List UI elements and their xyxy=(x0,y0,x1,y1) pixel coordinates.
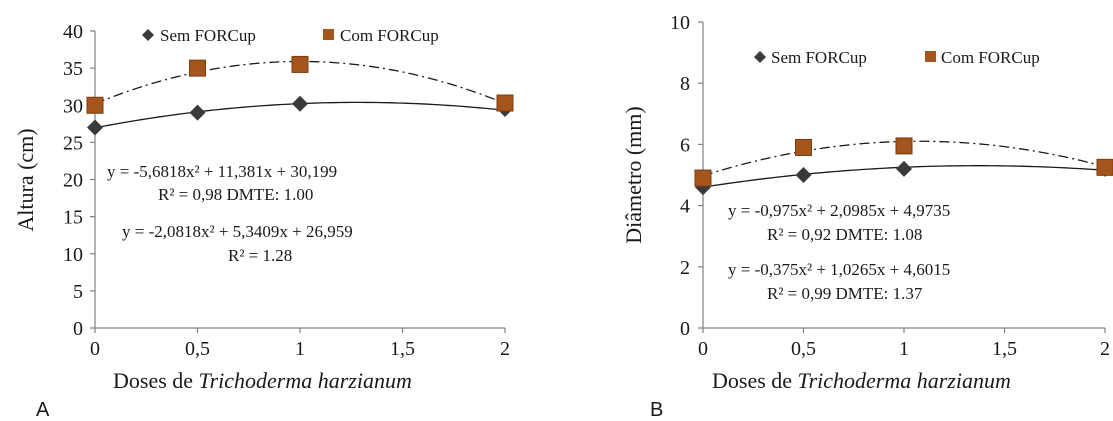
panel-b-com-forcup-point xyxy=(1096,158,1113,176)
panel-a-legend: Sem FORCup Com FORCup xyxy=(142,26,439,45)
legend-sem-label: Sem FORCup xyxy=(771,48,867,67)
panel-a-com-forcup-point xyxy=(86,96,104,114)
panel-a-com-forcup-point xyxy=(291,55,309,73)
panel-a-equation-com: y = -5,6818x² + 11,381x + 30,199 xyxy=(107,162,337,181)
panel-b-com-forcup-point xyxy=(895,137,913,155)
panel-a-axes xyxy=(90,30,506,333)
panel-a-tick-labels: 0 5 10 15 20 25 30 35 40 0 0,5 1 1,5 2 xyxy=(63,21,510,360)
panel-a-sem-forcup-point xyxy=(189,104,206,121)
panel-a-y-tick-label: 35 xyxy=(63,58,83,80)
panel-b-y-tick-label: 8 xyxy=(680,73,690,95)
panel-a-x-axis-title: Doses de Trichoderma harzianum xyxy=(113,368,412,393)
panel-a-markers xyxy=(86,55,514,136)
panel-a-label: A xyxy=(36,399,50,421)
panel-a-x-tick-label: 1,5 xyxy=(390,338,415,360)
panel-b-x-axis-title: Doses de Trichoderma harzianum xyxy=(712,368,1011,393)
panel-a-com-forcup-point xyxy=(496,94,514,112)
panel-b-x-axis-title-species: Trichoderma harzianum xyxy=(798,368,1011,393)
legend-com-label: Com FORCup xyxy=(941,48,1040,67)
legend-sem-label: Sem FORCup xyxy=(160,26,256,45)
legend-sem-diamond-marker xyxy=(754,51,766,63)
legend-com-square-marker xyxy=(323,29,334,40)
panel-b-x-tick-label: 0,5 xyxy=(791,338,816,360)
panel-b-legend: Sem FORCup Com FORCup xyxy=(754,48,1040,67)
chart-panel-b: 0 2 4 6 8 10 0 0,5 1 1,5 2 Sem FORCup Com FORCup y… xyxy=(621,12,1113,421)
panel-a-y-tick-label: 15 xyxy=(63,207,83,229)
legend-sem-diamond-marker xyxy=(142,29,154,41)
panel-a-x-axis-title-prefix: Doses de xyxy=(113,368,199,393)
panel-b-equation-com: y = -0,975x² + 2,0985x + 4,9735 xyxy=(728,201,950,220)
panel-a-equation-sem: y = -2,0818x² + 5,3409x + 26,959 xyxy=(122,222,353,241)
panel-b-com-forcup-point xyxy=(694,169,712,187)
panel-b-x-tick-label: 1 xyxy=(899,338,909,360)
panel-b-x-tick-label: 1,5 xyxy=(992,338,1017,360)
panel-b-r2-com: R² = 0,92 DMTE: 1.08 xyxy=(767,225,922,244)
panel-b-markers xyxy=(694,137,1113,196)
chart-panel-a: 0 5 10 15 20 25 30 35 40 0 0,5 1 1,5 2 Sem FORCup Com… xyxy=(13,21,514,421)
panel-a-x-tick-label: 2 xyxy=(500,338,510,360)
panel-b-y-tick-label: 4 xyxy=(680,196,690,218)
panel-b-label: B xyxy=(650,399,663,421)
panel-a-x-tick-label: 1 xyxy=(295,338,305,360)
panel-a-r2-sem: R² = 1.28 xyxy=(228,246,292,265)
panel-a-y-tick-label: 0 xyxy=(73,318,83,340)
panel-a-fit-curve-com xyxy=(94,60,506,105)
panel-b-y-axis-title: Diâmetro (mm) xyxy=(621,106,646,243)
panel-b-x-tick-label: 2 xyxy=(1100,338,1110,360)
panel-b-y-tick-label: 2 xyxy=(680,257,690,279)
panel-b-y-tick-label: 6 xyxy=(680,134,690,156)
panel-a-y-axis-title: Altura (cm) xyxy=(13,128,38,231)
panel-b-equation-sem: y = -0,375x² + 1,0265x + 4,6015 xyxy=(728,260,950,279)
panel-a-y-tick-label: 20 xyxy=(63,170,83,192)
panel-a-com-forcup-point xyxy=(189,59,206,77)
panel-a-y-tick-label: 10 xyxy=(63,244,83,266)
panel-b-sem-forcup-point xyxy=(795,167,812,183)
panel-b-r2-sem: R² = 0,99 DMTE: 1.37 xyxy=(767,284,923,303)
panel-b-y-tick-label: 10 xyxy=(670,12,690,34)
panel-a-x-tick-label: 0,5 xyxy=(185,338,210,360)
panel-b-x-axis-title-prefix: Doses de xyxy=(712,368,798,393)
panel-a-sem-forcup-point xyxy=(87,119,103,136)
panel-a-y-tick-label: 5 xyxy=(73,281,83,303)
panel-b-com-forcup-point xyxy=(795,138,812,156)
panel-a-x-tick-label: 0 xyxy=(90,338,100,360)
panel-a-x-axis-title-species: Trichoderma harzianum xyxy=(199,368,412,393)
legend-com-square-marker xyxy=(925,51,936,62)
panel-b-sem-forcup-point xyxy=(896,160,912,177)
panel-a-r2-com: R² = 0,98 DMTE: 1.00 xyxy=(158,185,313,204)
panel-a-y-tick-label: 30 xyxy=(63,95,83,117)
panel-b-tick-labels: 0 2 4 6 8 10 0 0,5 1 1,5 2 xyxy=(670,12,1110,360)
panel-a-y-tick-label: 40 xyxy=(63,21,83,43)
panel-a-y-tick-label: 25 xyxy=(63,132,83,154)
panel-b-x-tick-label: 0 xyxy=(698,338,708,360)
legend-com-label: Com FORCup xyxy=(340,26,439,45)
panel-a-sem-forcup-point xyxy=(292,95,308,112)
panel-b-y-tick-label: 0 xyxy=(680,318,690,340)
